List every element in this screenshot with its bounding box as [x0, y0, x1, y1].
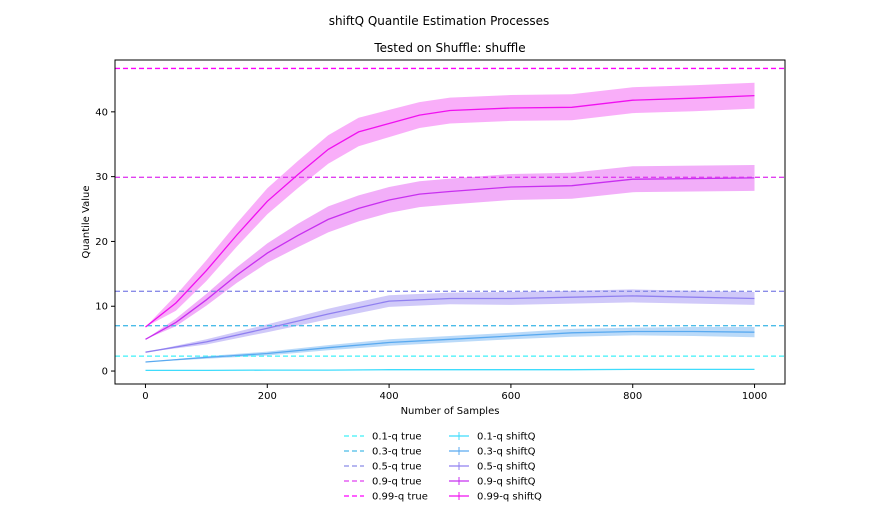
- y-tick-label: 0: [102, 367, 108, 378]
- x-tick-label: 0: [142, 391, 148, 402]
- x-axis-label: Number of Samples: [401, 406, 500, 417]
- legend-label: 0.3-q shiftQ: [477, 447, 536, 458]
- legend-label: 0.5-q shiftQ: [477, 462, 536, 473]
- series-line-1: [145, 330, 755, 363]
- y-tick-label: 30: [95, 172, 108, 183]
- legend: 0.1-q true 0.3-q true 0.5-q true 0.9-q true…: [344, 432, 542, 503]
- x-tick-label: 200: [258, 391, 277, 402]
- series-line-4: [145, 94, 755, 328]
- confidence-bands: [145, 82, 755, 371]
- y-axis-label: Quantile Value: [81, 186, 92, 259]
- y-axis-ticks: 0 10 20 30 40: [95, 107, 115, 378]
- legend-label: 0.5-q true: [372, 462, 422, 473]
- legend-label: 0.1-q shiftQ: [477, 432, 536, 443]
- series-line-2: [145, 295, 755, 353]
- y-tick-label: 20: [95, 237, 108, 248]
- series-line-0: [145, 368, 755, 372]
- legend-label: 0.1-q true: [372, 432, 422, 443]
- legend-label: 0.9-q shiftQ: [477, 477, 536, 488]
- x-tick-label: 800: [623, 391, 642, 402]
- legend-label: 0.9-q true: [372, 477, 422, 488]
- series-band-1: [145, 327, 755, 362]
- legend-label: 0.99-q shiftQ: [477, 492, 542, 503]
- series-band-3: [145, 165, 755, 340]
- y-tick-label: 40: [95, 107, 108, 118]
- chart-title: Tested on Shuffle: shuffle: [373, 41, 525, 55]
- legend-label: 0.3-q true: [372, 447, 422, 458]
- legend-label: 0.99-q true: [372, 492, 428, 503]
- x-tick-label: 400: [380, 391, 399, 402]
- chart-suptitle: shiftQ Quantile Estimation Processes: [329, 14, 550, 28]
- plot-frame: [114, 59, 786, 385]
- series-band-2: [145, 289, 755, 353]
- series-line-3: [145, 177, 755, 340]
- series-band-4: [145, 82, 755, 327]
- y-tick-label: 10: [95, 302, 108, 313]
- x-tick-label: 600: [501, 391, 520, 402]
- x-tick-label: 1000: [742, 391, 767, 402]
- x-axis-ticks: 0 200 400 600 800 1000: [142, 384, 767, 402]
- shiftq-series-lines: [145, 94, 755, 372]
